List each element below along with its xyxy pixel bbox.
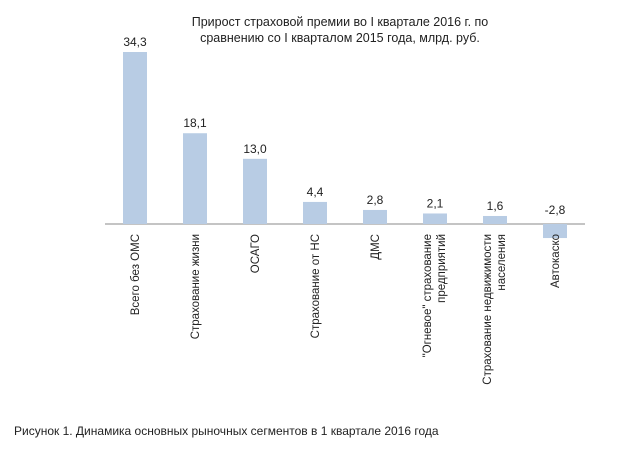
category-label-2: ОСАГО [250, 234, 262, 273]
bar-0 [123, 52, 147, 224]
data-label-0: 34,3 [123, 35, 147, 49]
data-label-4: 2,8 [367, 193, 384, 207]
category-label-0: Всего без ОМС [130, 234, 142, 315]
bar-4 [363, 209, 387, 224]
bar-7 [543, 224, 567, 239]
category-label-4: ДМС [370, 234, 382, 260]
bar-1 [183, 133, 207, 224]
chart-title-line-1: Прирост страховой премии во I квартале 2… [191, 15, 489, 29]
category-label-6: Страхование недвижимости населения [482, 234, 508, 385]
category-label-1: Страхование жизни [190, 234, 202, 339]
category-label-line: Страхование недвижимости [482, 234, 494, 385]
bar-5 [423, 213, 447, 224]
data-label-6: 1,6 [487, 199, 504, 213]
data-label-2: 13,0 [243, 142, 267, 156]
category-label-line: ДМС [370, 234, 382, 260]
category-label-line: Всего без ОМС [130, 234, 142, 315]
category-label-3: Страхование от НС [310, 234, 322, 338]
bar-3 [303, 201, 327, 224]
data-label-1: 18,1 [183, 116, 207, 130]
data-label-5: 2,1 [427, 196, 444, 210]
category-label-line: Страхование от НС [310, 234, 322, 338]
category-label-7: Автокаско [550, 234, 562, 288]
category-label-line: населения [496, 234, 508, 291]
category-label-line: предприятий [436, 234, 448, 303]
figure-caption: Рисунок 1. Динамика основных рыночных се… [14, 424, 439, 438]
category-label-line: Автокаско [550, 234, 562, 288]
data-label-7: -2,8 [545, 203, 566, 217]
category-label-line: Страхование жизни [190, 234, 202, 339]
bar-6 [483, 215, 507, 224]
data-label-3: 4,4 [307, 185, 324, 199]
category-label-5: "Огневое" страхование предприятий [422, 234, 448, 357]
bar-2 [243, 158, 267, 224]
chart-title-line-2: сравнению со I кварталом 2015 года, млрд… [200, 31, 480, 45]
category-label-line: "Огневое" страхование [422, 234, 434, 357]
category-label-line: ОСАГО [250, 234, 262, 273]
